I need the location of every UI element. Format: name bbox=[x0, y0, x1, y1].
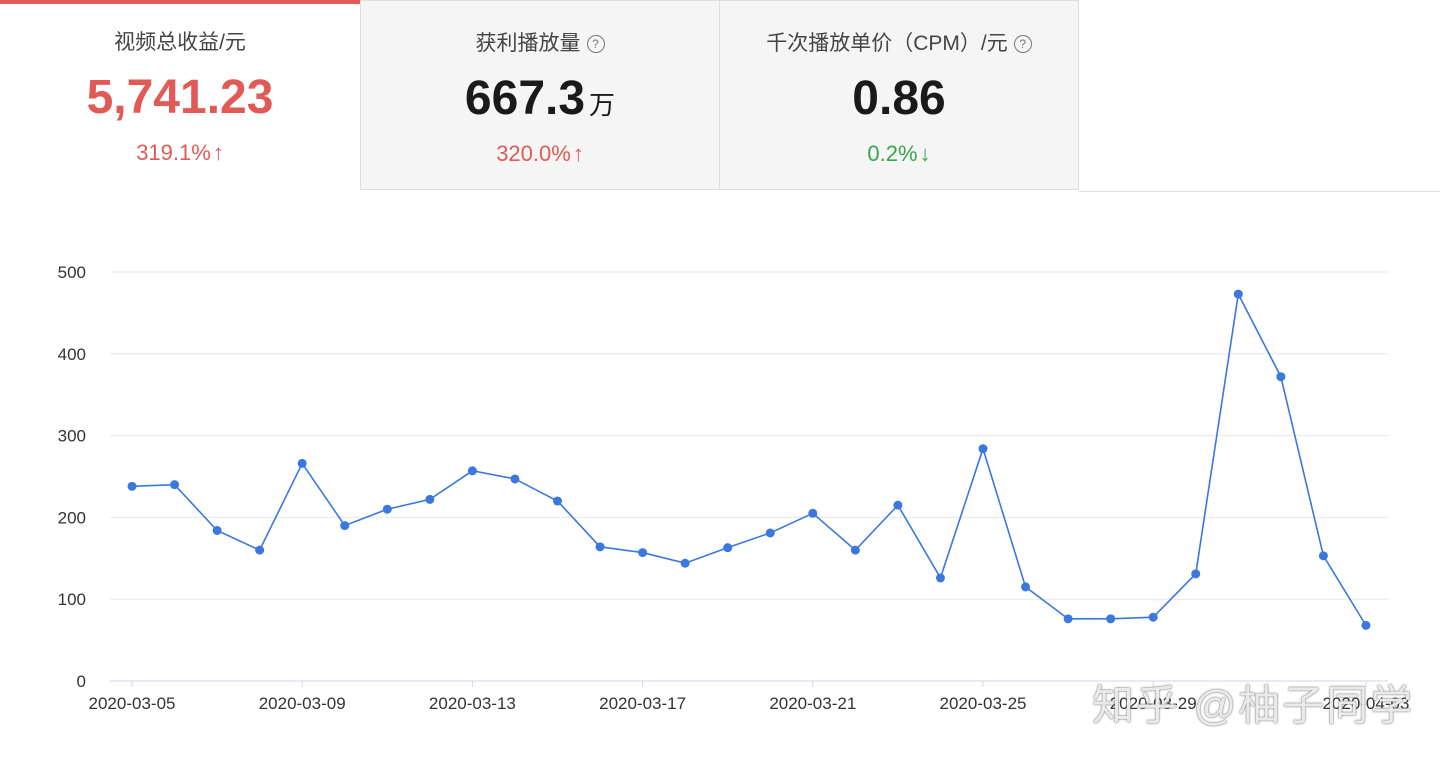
x-tick-label: 2020-03-09 bbox=[259, 694, 346, 713]
x-tick-label: 2020-03-17 bbox=[599, 694, 686, 713]
data-point bbox=[382, 504, 392, 514]
tab-cpm[interactable]: 千次播放单价（CPM）/元? 0.86 0.2%↓ bbox=[719, 0, 1079, 190]
watermark: 知乎 @柚子同学 bbox=[1092, 682, 1415, 729]
data-point bbox=[1361, 620, 1371, 630]
metric-value: 667.3 万 bbox=[464, 72, 616, 125]
y-tick-label: 500 bbox=[58, 263, 86, 282]
y-tick-label: 0 bbox=[77, 672, 86, 691]
data-point bbox=[255, 545, 265, 555]
data-point bbox=[850, 545, 860, 555]
data-point bbox=[1318, 551, 1328, 561]
metric-change: 320.0%↑ bbox=[496, 141, 584, 166]
data-point bbox=[510, 474, 520, 484]
data-point bbox=[893, 500, 903, 510]
data-point bbox=[1021, 582, 1031, 592]
data-point bbox=[680, 558, 690, 568]
data-point bbox=[1276, 372, 1286, 382]
tab-monetized-plays[interactable]: 获利播放量? 667.3 万 320.0%↑ bbox=[360, 0, 720, 190]
tab-label: 获利播放量? bbox=[361, 27, 719, 57]
arrow-up-icon: ↑ bbox=[212, 140, 224, 165]
arrow-up-icon: ↑ bbox=[572, 141, 584, 166]
metric-unit: 万 bbox=[589, 90, 616, 120]
data-point bbox=[808, 508, 818, 518]
data-point bbox=[638, 548, 648, 558]
data-point bbox=[1106, 614, 1116, 624]
tab-label: 视频总收益/元 bbox=[114, 31, 246, 54]
data-point bbox=[127, 481, 137, 491]
tab-video-revenue[interactable]: 视频总收益/元 5,741.23 319.1%↑ bbox=[0, 0, 360, 190]
data-point bbox=[1191, 569, 1201, 579]
data-point bbox=[1063, 614, 1073, 624]
x-tick-label: 2020-03-21 bbox=[769, 694, 856, 713]
data-point bbox=[212, 525, 222, 535]
y-tick-label: 100 bbox=[58, 590, 86, 609]
data-point bbox=[1148, 612, 1158, 622]
x-tick-label: 2020-03-25 bbox=[940, 694, 1027, 713]
metric-value: 5,741.23 bbox=[86, 71, 274, 124]
x-tick-label: 2020-03-29 bbox=[1110, 694, 1197, 713]
tab-label: 千次播放单价（CPM）/元? bbox=[720, 27, 1078, 57]
x-tick-label: 2020-03-05 bbox=[89, 694, 176, 713]
data-point bbox=[595, 542, 605, 552]
x-tick-label: 2020-04-03 bbox=[1322, 694, 1409, 713]
arrow-down-icon: ↓ bbox=[919, 141, 931, 166]
y-tick-label: 200 bbox=[58, 508, 86, 527]
data-point bbox=[978, 444, 988, 454]
data-point bbox=[553, 496, 562, 506]
data-point bbox=[340, 521, 350, 531]
data-point bbox=[467, 466, 477, 476]
panel-divider bbox=[1079, 191, 1440, 192]
question-circle-icon[interactable]: ? bbox=[586, 35, 605, 53]
series-line bbox=[131, 291, 1367, 626]
data-point bbox=[1233, 289, 1243, 299]
metric-value: 0.86 bbox=[852, 72, 946, 125]
x-tick-label: 2020-03-13 bbox=[429, 694, 516, 713]
data-point bbox=[765, 528, 775, 538]
metric-change: 0.2%↓ bbox=[867, 141, 931, 166]
data-point bbox=[723, 543, 733, 553]
y-tick-label: 300 bbox=[58, 427, 86, 446]
data-point bbox=[425, 494, 435, 504]
data-point bbox=[170, 480, 180, 490]
line-chart: 0 100 200 300 400 500 2020-03-05 2020-03-09 2020… bbox=[58, 263, 1410, 713]
metric-tabs: 视频总收益/元 5,741.23 319.1%↑ 获利播放量? 667.3 万 3… bbox=[0, 0, 1080, 192]
metric-change: 319.1%↑ bbox=[136, 140, 224, 165]
y-tick-label: 400 bbox=[58, 345, 86, 364]
question-circle-icon[interactable]: ? bbox=[1013, 35, 1032, 53]
data-point bbox=[297, 458, 307, 468]
data-point bbox=[935, 573, 945, 583]
